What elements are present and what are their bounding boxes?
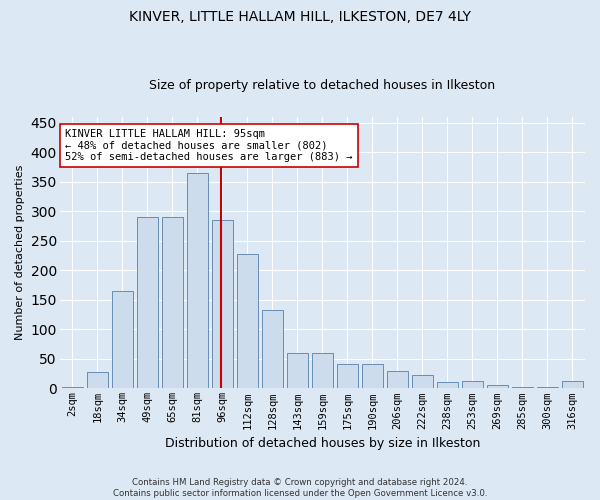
Bar [62, 387, 83, 388]
Bar [212, 220, 233, 388]
Bar [236, 254, 258, 388]
Y-axis label: Number of detached properties: Number of detached properties [15, 165, 25, 340]
Title: Size of property relative to detached houses in Ilkeston: Size of property relative to detached ho… [149, 79, 496, 92]
Bar [312, 353, 333, 388]
Bar [161, 217, 183, 388]
Bar [487, 386, 508, 388]
Text: KINVER, LITTLE HALLAM HILL, ILKESTON, DE7 4LY: KINVER, LITTLE HALLAM HILL, ILKESTON, DE… [129, 10, 471, 24]
Bar [562, 380, 583, 388]
Bar [262, 310, 283, 388]
Text: Contains HM Land Registry data © Crown copyright and database right 2024.
Contai: Contains HM Land Registry data © Crown c… [113, 478, 487, 498]
Bar [287, 353, 308, 388]
Bar [137, 217, 158, 388]
Bar [412, 376, 433, 388]
Bar [387, 370, 408, 388]
Bar [462, 380, 483, 388]
Bar [86, 372, 108, 388]
X-axis label: Distribution of detached houses by size in Ilkeston: Distribution of detached houses by size … [164, 437, 480, 450]
Bar [112, 291, 133, 388]
Bar [362, 364, 383, 388]
Bar [187, 173, 208, 388]
Bar [337, 364, 358, 388]
Text: KINVER LITTLE HALLAM HILL: 95sqm
← 48% of detached houses are smaller (802)
52% : KINVER LITTLE HALLAM HILL: 95sqm ← 48% o… [65, 129, 352, 162]
Bar [537, 387, 558, 388]
Bar [512, 387, 533, 388]
Bar [437, 382, 458, 388]
